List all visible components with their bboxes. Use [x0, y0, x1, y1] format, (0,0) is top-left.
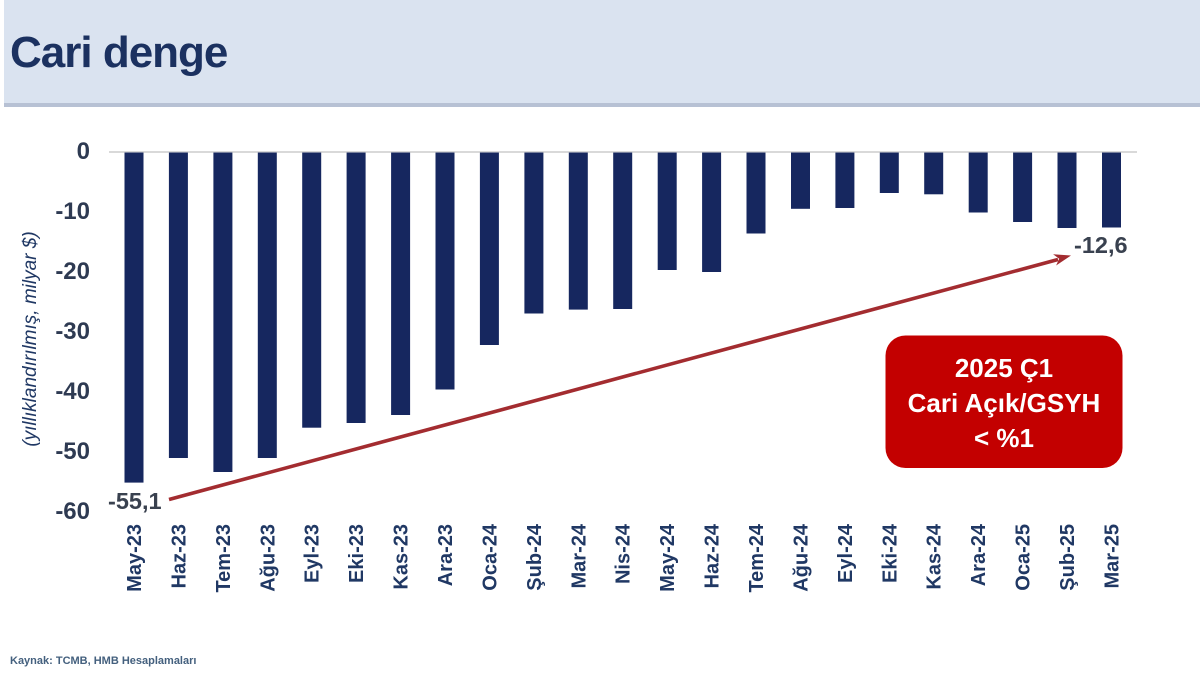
svg-text:Eki-23: Eki-23: [346, 524, 368, 583]
svg-text:Ağu-24: Ağu-24: [791, 523, 813, 592]
svg-text:Ara-23: Ara-23: [435, 524, 457, 586]
svg-text:-55,1: -55,1: [108, 488, 162, 514]
svg-text:-10: -10: [55, 198, 90, 225]
svg-text:-50: -50: [55, 438, 90, 465]
svg-text:Oca-24: Oca-24: [479, 523, 501, 591]
svg-text:Kaynak: TCMB, HMB Hesaplamala: Kaynak: TCMB, HMB Hesaplamaları: [10, 655, 196, 667]
svg-text:Mar-24: Mar-24: [568, 523, 590, 588]
svg-text:-20: -20: [55, 258, 90, 285]
svg-text:Kas-23: Kas-23: [391, 524, 413, 590]
svg-text:Kas-24: Kas-24: [924, 523, 946, 589]
svg-text:(yıllıklandırılmış, milyar $): (yıllıklandırılmış, milyar $): [20, 231, 41, 446]
svg-text:May-23: May-23: [124, 524, 146, 592]
svg-text:0: 0: [77, 138, 90, 165]
svg-text:May-24: May-24: [657, 523, 679, 592]
svg-text:Eki-24: Eki-24: [879, 523, 901, 583]
svg-text:-12,6: -12,6: [1074, 232, 1128, 258]
svg-text:Cari Açık/GSYH: Cari Açık/GSYH: [908, 388, 1101, 418]
svg-text:Şub-25: Şub-25: [1057, 524, 1079, 591]
svg-text:Haz-24: Haz-24: [702, 523, 724, 588]
svg-text:Mar-25: Mar-25: [1102, 524, 1124, 588]
svg-text:2025 Ç1: 2025 Ç1: [955, 353, 1053, 383]
svg-text:Tem-24: Tem-24: [746, 523, 768, 592]
svg-text:Eyl-24: Eyl-24: [835, 523, 857, 583]
svg-text:Haz-23: Haz-23: [168, 524, 190, 588]
svg-text:Eyl-23: Eyl-23: [302, 524, 324, 583]
svg-text:-40: -40: [55, 378, 90, 405]
svg-text:Nis-24: Nis-24: [613, 523, 635, 584]
svg-text:-30: -30: [55, 318, 90, 345]
svg-text:Oca-25: Oca-25: [1013, 524, 1035, 591]
svg-text:Ağu-23: Ağu-23: [257, 524, 279, 592]
svg-text:Tem-23: Tem-23: [213, 524, 235, 593]
svg-text:Ara-24: Ara-24: [968, 523, 990, 586]
svg-text:< %1: < %1: [974, 423, 1034, 453]
svg-text:-60: -60: [55, 498, 90, 525]
svg-text:Şub-24: Şub-24: [524, 523, 546, 591]
